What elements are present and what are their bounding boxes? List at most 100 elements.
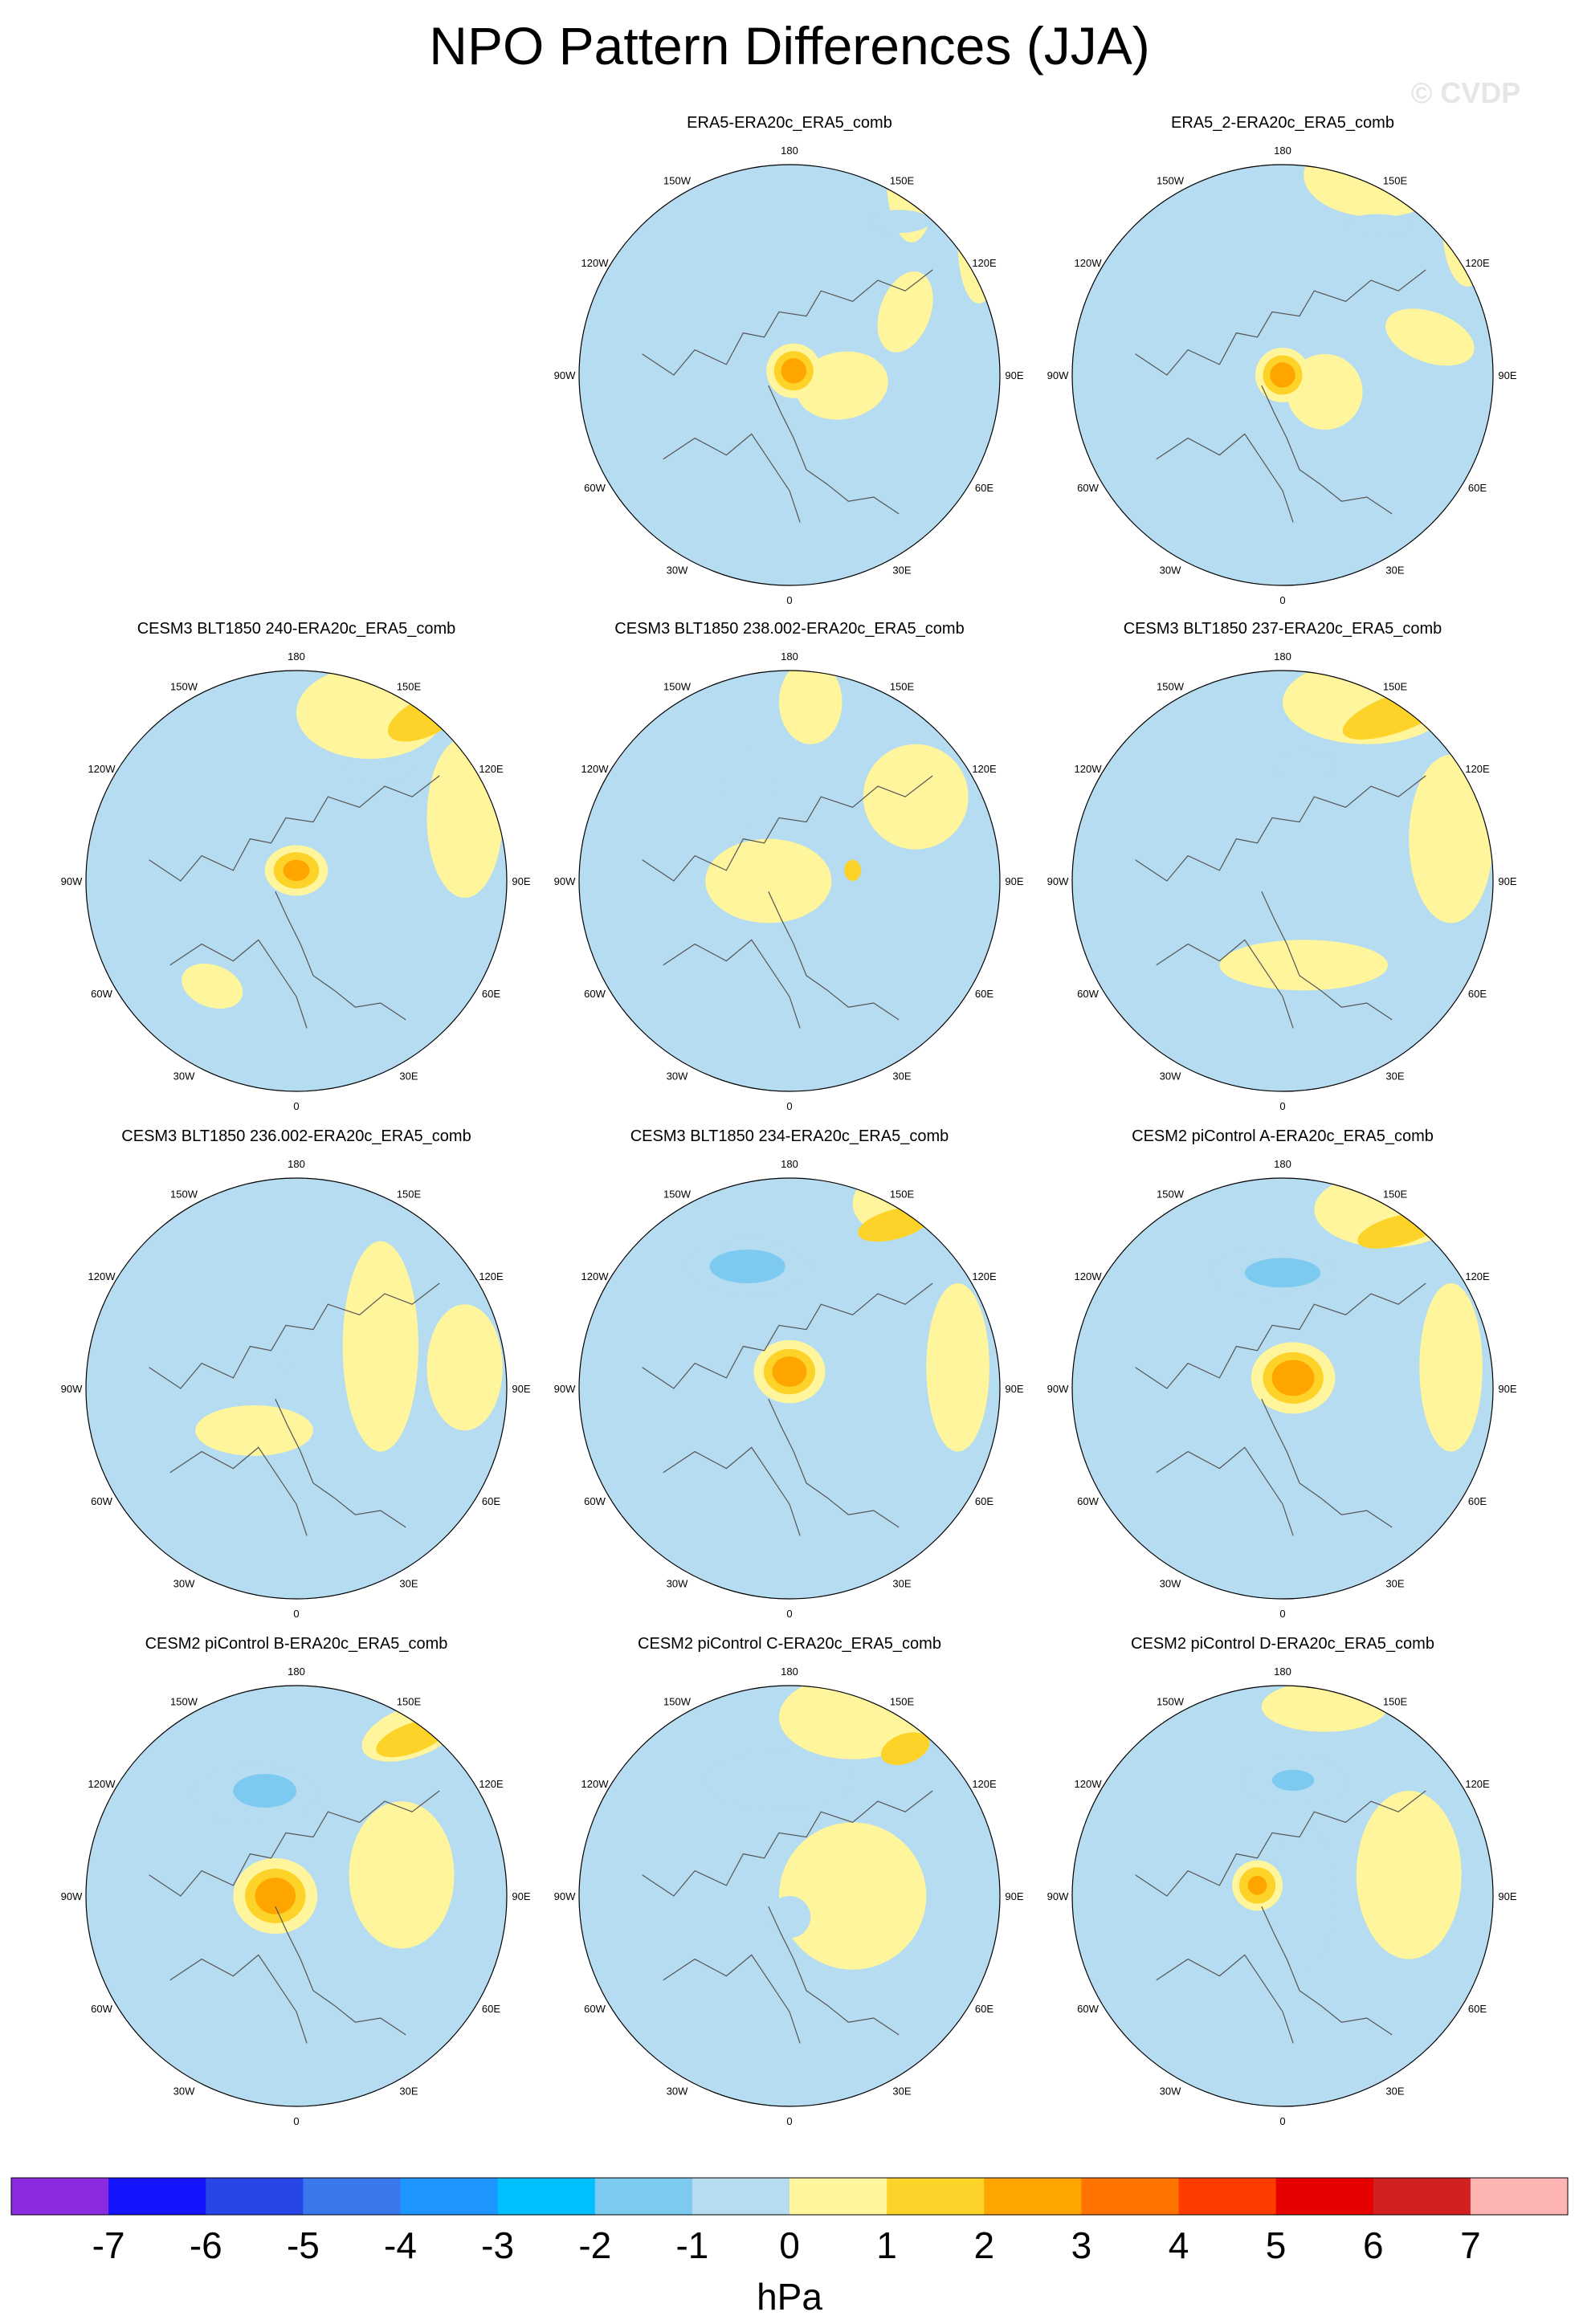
longitude-label: 150W [170,681,198,693]
positive-anomaly-region [705,838,832,923]
colorbar-tick-label: -1 [675,2224,708,2266]
negative-anomaly-region [768,1896,811,1939]
positive-anomaly-max [1247,1876,1267,1895]
negative-anomaly-region [1244,1258,1321,1288]
map-field [579,165,1000,585]
coastline [1156,433,1294,523]
positive-anomaly-max [1271,1360,1315,1396]
longitude-label: 90E [1005,875,1023,887]
map-border [578,1177,1001,1600]
map-panel: ERA5-ERA20c_ERA5_comb 180 150E 120E 90E 60E 30… [554,114,1024,606]
longitude-label: 30W [1160,1070,1181,1082]
map-panel: CESM2 piControl C-ERA20c_ERA5_comb 180 150… [554,1635,1024,2127]
longitude-label: 60E [482,988,500,1000]
longitude-label: 120E [972,763,997,775]
longitude-label: 120W [88,1270,116,1282]
longitude-label: 150W [663,175,692,187]
longitude-label: 90E [1005,1383,1023,1395]
longitude-label: 60W [91,2003,112,2015]
longitude-label: 150E [1383,1189,1408,1201]
longitude-label: 30W [1160,2085,1181,2098]
coastline [275,1906,406,2036]
longitude-label: 150E [397,1696,422,1708]
longitude-label: 150W [170,1189,198,1201]
longitude-label: 120E [479,763,504,775]
map-border [578,1685,1001,2107]
negative-anomaly-region [277,1352,295,1374]
longitude-label: 60E [975,988,994,1000]
longitude-label: 0 [786,1100,792,1112]
longitude-label: 90W [1047,369,1069,381]
longitude-label: 30W [173,2085,195,2098]
colorbar-swatch [594,2178,693,2215]
coastline [768,891,900,1021]
map-panel: CESM3 BLT1850 236.002-ERA20c_ERA5_comb 18… [61,1127,531,1620]
colorbar-swatch [984,2178,1082,2215]
map-border [1071,164,1494,586]
negative-anomaly-region [1271,1822,1336,1970]
longitude-label: 90W [61,1890,83,1902]
longitude-label: 30W [173,1070,195,1082]
colorbar: -7 -6 -5 -4 -3 -2 -1 0 1 2 3 4 5 6 7 [10,2177,1569,2266]
panel-title: CESM3 BLT1850 237-ERA20c_ERA5_comb [1124,620,1442,638]
longitude-label: 180 [288,650,305,663]
longitude-label: 60W [1077,1495,1099,1507]
longitude-label: 90E [512,875,530,887]
longitude-label: 30W [667,2085,688,2098]
longitude-label: 90E [1005,1890,1023,1902]
panel-title: CESM2 piControl A-ERA20c_ERA5_comb [1132,1127,1434,1145]
coastline [169,939,308,1029]
colorbar-swatch [497,2178,596,2215]
map-field [1072,1686,1493,2106]
longitude-label: 30W [173,1578,195,1590]
panel-title: CESM2 piControl B-ERA20c_ERA5_comb [145,1635,448,1653]
longitude-label: 150E [1383,175,1408,187]
longitude-label: 30E [1385,565,1404,577]
longitude-label: 60E [1468,988,1487,1000]
longitude-label: 90E [1005,369,1023,381]
longitude-label: 150E [890,681,915,693]
coastline [642,269,933,376]
map-panel: CESM3 BLT1850 237-ERA20c_ERA5_comb 180 150… [1047,620,1517,1112]
negative-anomaly-region [709,1250,785,1284]
coastline [1135,269,1426,376]
coastline [149,1282,440,1389]
map-panel: CESM2 piControl A-ERA20c_ERA5_comb 180 150… [1047,1127,1517,1620]
colorbar-tick-label: -7 [92,2224,125,2266]
coastline [768,385,900,515]
positive-anomaly-region [778,1822,927,1970]
coastline [642,1282,933,1389]
coastline [275,891,406,1021]
map-field [579,671,1000,1091]
longitude-label: 60E [1468,482,1487,494]
positive-anomaly-region [863,744,969,850]
longitude-label: 150E [397,1189,422,1201]
longitude-label: 180 [1274,650,1291,663]
positive-anomaly-max [781,358,806,384]
longitude-label: 60E [975,1495,994,1507]
negative-anomaly-region [705,1751,853,1810]
longitude-label: 90W [554,875,576,887]
longitude-label: 30E [399,1578,418,1590]
map-border [578,164,1001,586]
coastline [1261,891,1393,1021]
figure-title: NPO Pattern Differences (JJA) [429,16,1149,75]
map-field [579,1178,1000,1599]
negative-anomaly-region [233,1774,297,1808]
panel-title: CESM3 BLT1850 234-ERA20c_ERA5_comb [630,1127,949,1145]
map-border [578,670,1001,1092]
map-field [1072,165,1493,585]
longitude-label: 180 [1274,145,1291,157]
longitude-label: 90E [1498,1890,1516,1902]
longitude-label: 120E [479,1778,504,1790]
longitude-label: 180 [781,1666,798,1678]
longitude-label: 120W [581,257,610,269]
positive-anomaly-region [182,963,243,1009]
colorbar-tick-label: 7 [1460,2224,1481,2266]
longitude-label: 150E [890,1696,915,1708]
longitude-label: 90W [61,1383,83,1395]
longitude-label: 150E [397,681,422,693]
longitude-label: 30E [1385,1578,1404,1590]
coastline [1156,1446,1294,1536]
coastline [169,1446,308,1536]
